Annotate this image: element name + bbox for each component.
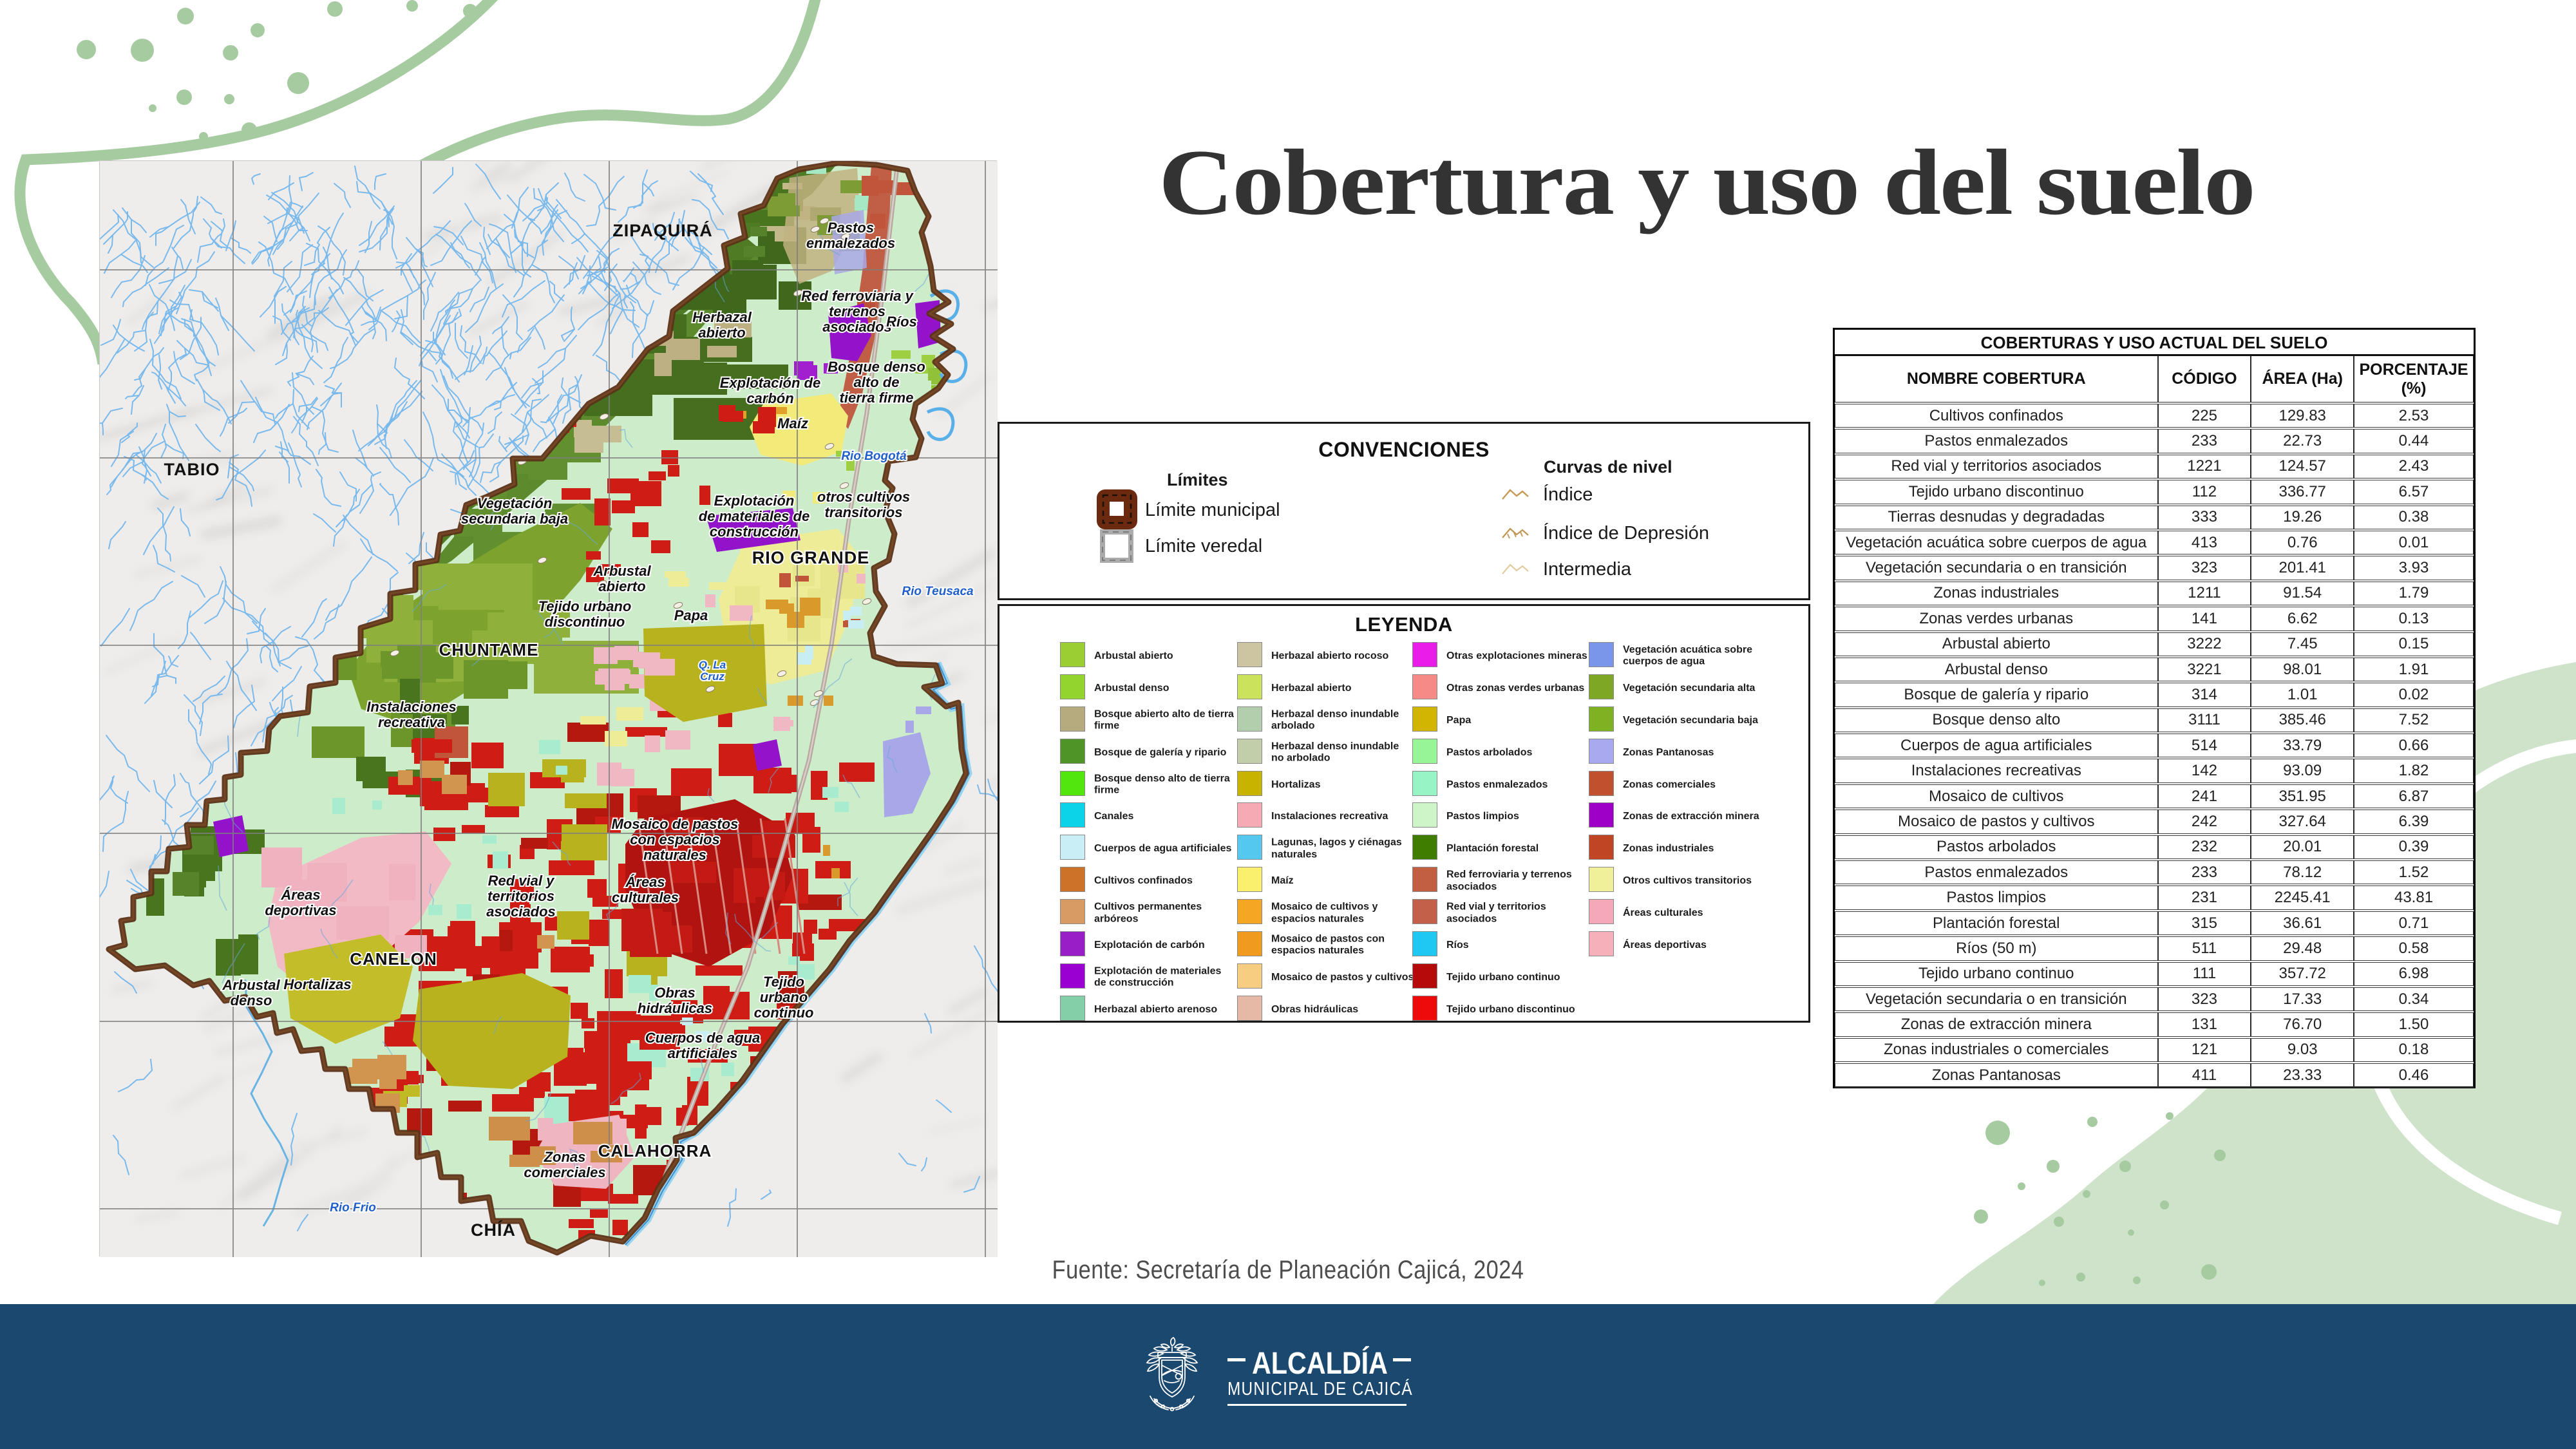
- svg-text:Hortalizas: Hortalizas: [283, 976, 351, 992]
- svg-text:CHUNTAME: CHUNTAME: [439, 640, 539, 659]
- svg-text:Rio Frio: Rio Frio: [330, 1201, 376, 1215]
- svg-text:CHÍA: CHÍA: [471, 1220, 516, 1240]
- svg-text:ZIPAQUIRÁ: ZIPAQUIRÁ: [612, 220, 713, 240]
- svg-text:Maíz: Maíz: [777, 415, 808, 431]
- svg-text:Rio Teusaca: Rio Teusaca: [902, 585, 974, 598]
- svg-text:Ríos: Ríos: [886, 314, 917, 330]
- svg-text:Papa: Papa: [674, 607, 708, 623]
- svg-text:Rio Bogotá: Rio Bogotá: [841, 450, 907, 463]
- svg-text:CANELON: CANELON: [350, 949, 437, 969]
- svg-text:TABIO: TABIO: [164, 460, 220, 479]
- svg-text:CALAHORRA: CALAHORRA: [598, 1141, 712, 1160]
- svg-text:RIO GRANDE: RIO GRANDE: [752, 548, 870, 567]
